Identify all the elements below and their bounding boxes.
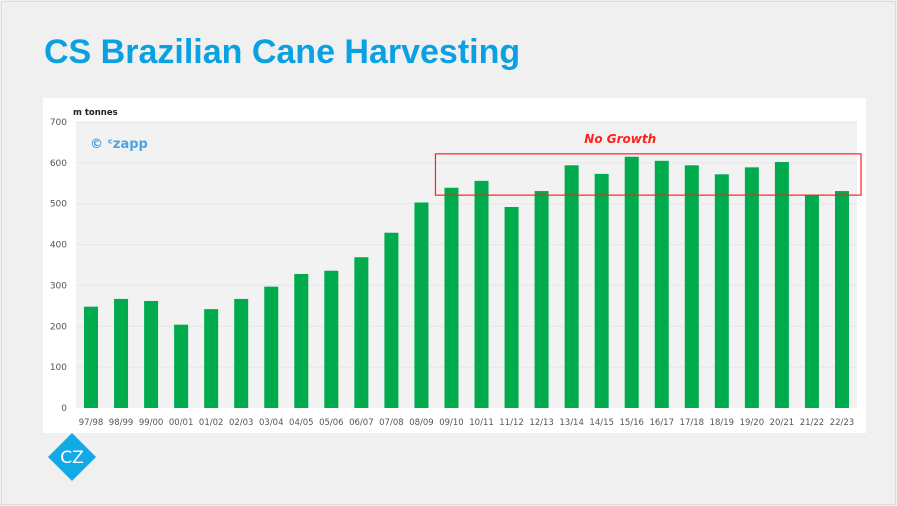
y-tick-label: 100 [50, 363, 67, 373]
bar-13-14 [564, 165, 579, 408]
x-tick-label: 08/09 [409, 418, 434, 428]
bar-98-99 [114, 298, 129, 408]
no-growth-box [434, 153, 862, 196]
watermark: © ᶜzapp [90, 137, 148, 152]
x-tick-label: 07/08 [379, 418, 404, 428]
logo-diamond-icon [48, 433, 96, 481]
x-tick-label: 05/06 [319, 418, 344, 428]
bar-09-10 [444, 187, 459, 408]
x-tick-label: 18/19 [710, 418, 735, 428]
bar-05-06 [324, 270, 339, 408]
bar-18-19 [714, 174, 729, 408]
x-tick-label: 01/02 [199, 418, 224, 428]
x-tick-label: 19/20 [740, 418, 765, 428]
x-tick-label: 21/22 [800, 418, 825, 428]
x-tick-label: 98/99 [109, 418, 134, 428]
x-tick-label: 10/11 [469, 418, 494, 428]
bar-21-22 [804, 195, 819, 408]
y-tick-label: 600 [50, 159, 67, 169]
bar-03-04 [264, 286, 279, 408]
x-tick-label: 22/23 [830, 418, 855, 428]
x-tick-label: 11/12 [499, 418, 524, 428]
x-tick-label: 20/21 [770, 418, 795, 428]
y-tick-label: 0 [61, 404, 67, 414]
bar-04-05 [294, 273, 309, 408]
bar-19-20 [744, 167, 759, 408]
y-tick-label: 200 [50, 322, 67, 332]
y-tick-label: 700 [50, 118, 67, 128]
bar-12-13 [534, 191, 549, 408]
bar-07-08 [384, 232, 399, 408]
bar-chart: 0 100 200 300 400 500 600 700 97/98 98/99 99/00 00… [50, 108, 862, 428]
bar-14-15 [594, 173, 609, 408]
x-tick-label: 14/15 [589, 418, 614, 428]
logo-text: CZ [60, 448, 84, 468]
x-tick-label: 13/14 [559, 418, 584, 428]
no-growth-label: No Growth [584, 132, 656, 146]
bar-01-02 [204, 309, 219, 408]
bar-17-18 [684, 165, 699, 408]
x-tick-label: 16/17 [650, 418, 675, 428]
x-tick-label: 17/18 [680, 418, 705, 428]
x-tick-label: 02/03 [229, 418, 254, 428]
slide-title: CS Brazilian Cane Harvesting [44, 33, 521, 71]
chart-container: 0 100 200 300 400 500 600 700 97/98 98/99 99/00 00… [43, 98, 866, 433]
x-tick-label: 99/00 [139, 418, 164, 428]
bar-99-00 [144, 300, 159, 408]
y-tick-label: 300 [50, 281, 67, 291]
x-tick-label: 12/13 [529, 418, 554, 428]
bar-20-21 [774, 162, 789, 408]
x-tick-label: 03/04 [259, 418, 284, 428]
bar-02-03 [234, 298, 249, 408]
x-tick-label: 00/01 [169, 418, 194, 428]
x-tick-label: 04/05 [289, 418, 314, 428]
x-tick-label: 15/16 [619, 418, 644, 428]
bar-11-12 [504, 206, 519, 408]
y-axis-label: m tonnes [73, 108, 118, 118]
y-tick-label: 500 [50, 200, 67, 210]
plot-area [76, 122, 857, 408]
x-tick-label: 06/07 [349, 418, 374, 428]
x-tick-label: 09/10 [439, 418, 464, 428]
bar-10-11 [474, 180, 489, 408]
y-tick-label: 400 [50, 241, 67, 251]
x-tick-label: 97/98 [79, 418, 104, 428]
bar-97-98 [84, 306, 99, 408]
bar-22-23 [834, 191, 849, 408]
bar-16-17 [654, 160, 669, 408]
bar-15-16 [624, 156, 639, 408]
bar-08-09 [414, 202, 429, 408]
cz-logo: CZ [48, 433, 96, 481]
bar-00-01 [174, 324, 189, 408]
bar-06-07 [354, 257, 369, 408]
